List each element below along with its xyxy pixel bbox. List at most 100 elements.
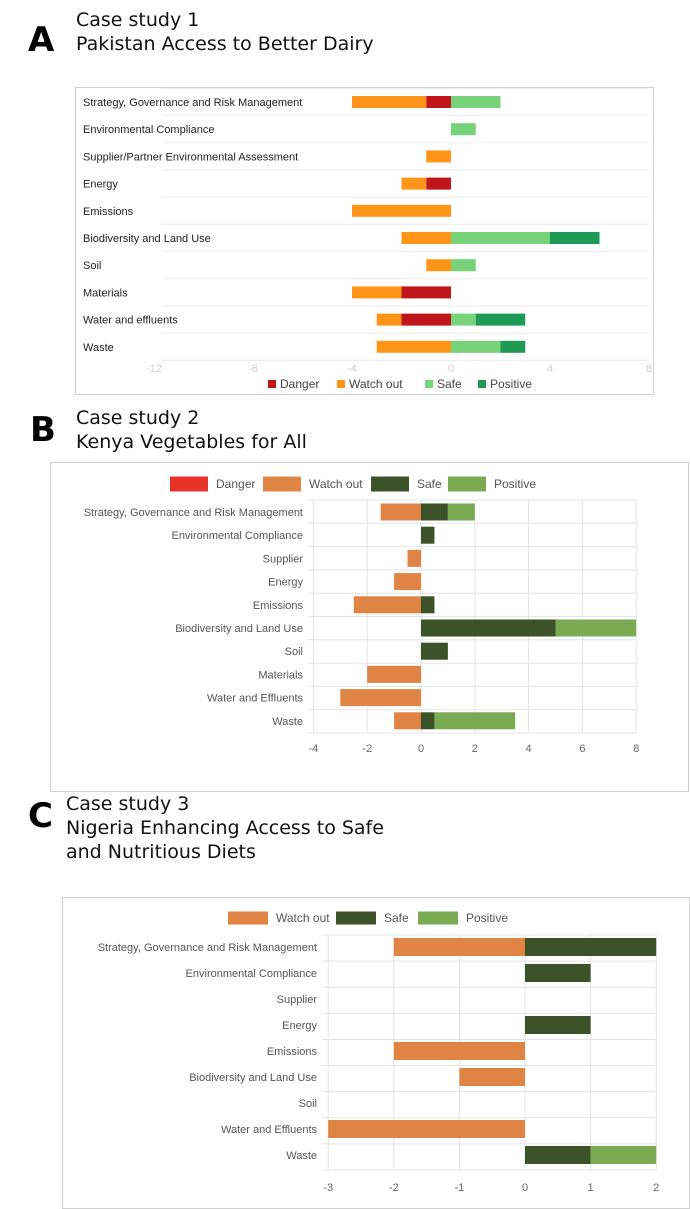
bar-segment-watch-out: [459, 1068, 525, 1086]
x-tick-label: 0: [448, 363, 454, 375]
legend-label: Watch out: [349, 377, 403, 391]
x-tick-label: -2: [389, 1182, 399, 1194]
bar-segment-watch-out: [426, 150, 451, 163]
bar-segment-safe: [451, 232, 550, 244]
x-tick-label: -8: [248, 363, 258, 375]
x-tick-label: -12: [146, 363, 162, 375]
legend-label: Safe: [417, 477, 442, 491]
bar-segment-watch-out: [367, 665, 421, 683]
x-tick-label: -2: [362, 743, 372, 755]
legend-swatch: [337, 380, 345, 388]
category-label: Soil: [83, 260, 101, 272]
legend-swatch: [418, 911, 458, 925]
category-label: Environmental Compliance: [186, 968, 317, 980]
bar-segment-safe: [451, 340, 501, 353]
category-label: Water and Effluents: [207, 693, 303, 705]
bar-segment-watch-out: [393, 1042, 525, 1060]
category-label: Water and effluents: [83, 315, 178, 327]
panel-a-letter: A: [28, 20, 55, 60]
legend-swatch: [371, 476, 409, 492]
bar-segment-safe: [451, 123, 476, 136]
bar-segment-safe: [421, 503, 448, 521]
x-tick-label: 8: [646, 363, 652, 375]
bar-segment-watch-out: [352, 286, 402, 299]
bar-segment-watch-out: [328, 1120, 525, 1138]
bar-segment-safe: [421, 642, 448, 660]
x-tick-label: 8: [633, 743, 639, 755]
category-label: Strategy, Governance and Risk Management: [84, 507, 303, 519]
legend-label: Positive: [490, 377, 532, 391]
bar-segment-watch-out: [401, 177, 427, 190]
category-label: Soil: [299, 1098, 317, 1110]
x-tick-label: 0: [522, 1182, 528, 1194]
legend-label: Watch out: [276, 911, 330, 925]
category-label: Strategy, Governance and Risk Management: [83, 97, 302, 109]
legend-swatch: [448, 476, 486, 492]
category-label: Biodiversity and Land Use: [189, 1072, 317, 1084]
bar-segment-safe: [451, 313, 476, 326]
category-label: Supplier: [277, 994, 318, 1006]
legend-swatch: [478, 380, 486, 388]
bar-segment-safe: [421, 619, 556, 637]
legend-swatch: [336, 911, 376, 925]
category-label: Energy: [282, 1020, 317, 1032]
panel-c-title: Case study 3 Nigeria Enhancing Access to…: [66, 792, 384, 864]
bar-segment-watch-out: [352, 204, 451, 217]
legend-label: Safe: [437, 377, 462, 391]
bar-segment-watch-out: [393, 938, 525, 956]
x-tick-label: -4: [309, 743, 319, 755]
category-label: Waste: [286, 1150, 317, 1162]
bar-segment-positive: [447, 503, 475, 521]
category-label: Materials: [83, 287, 128, 299]
category-label: Emissions: [253, 600, 304, 612]
legend-swatch: [268, 380, 276, 388]
bar-segment-safe: [421, 596, 435, 614]
bar-segment-safe: [421, 526, 435, 544]
x-tick-label: 1: [588, 1182, 594, 1194]
category-label: Soil: [285, 646, 303, 658]
bar-segment-watch-out: [380, 503, 421, 521]
panel-c-title-line1: Case study 3: [66, 793, 190, 815]
bar-segment-watch-out: [352, 96, 427, 108]
bar-segment-safe: [525, 1016, 591, 1034]
legend-swatch: [228, 911, 268, 925]
category-label: Supplier/Partner Environmental Assessmen…: [83, 151, 298, 163]
panel-b-title: Case study 2 Kenya Vegetables for All: [76, 406, 307, 454]
bar-segment-watch-out: [340, 689, 421, 707]
legend-label: Positive: [494, 477, 536, 491]
bar-segment-watch-out: [353, 596, 421, 614]
bar-segment-positive: [500, 340, 526, 353]
bar-segment-danger: [401, 286, 451, 299]
x-tick-label: 4: [547, 363, 553, 375]
category-label: Energy: [83, 179, 118, 191]
bar-segment-positive: [590, 1146, 657, 1164]
category-label: Biodiversity and Land Use: [83, 233, 211, 245]
x-tick-label: 2: [653, 1182, 659, 1194]
panel-c-title-line2: Nigeria Enhancing Access to Safe: [66, 817, 384, 839]
x-tick-label: 6: [579, 743, 585, 755]
legend-swatch: [170, 476, 208, 492]
bar-segment-danger: [426, 96, 451, 108]
bar-segment-watch-out: [376, 313, 402, 326]
category-label: Water and Effluents: [221, 1124, 317, 1136]
bar-segment-safe: [421, 712, 435, 730]
bar-segment-positive: [475, 313, 526, 326]
panel-b-title-line2: Kenya Vegetables for All: [76, 431, 307, 453]
bar-segment-watch-out: [376, 340, 451, 353]
panel-b-letter: B: [30, 410, 56, 450]
category-label: Environmental Compliance: [83, 124, 214, 136]
bar-segment-watch-out: [426, 259, 451, 272]
panel-c-title-line3: and Nutritious Diets: [66, 841, 256, 863]
bar-segment-positive: [555, 619, 637, 637]
legend-swatch: [425, 380, 433, 388]
legend-label: Danger: [216, 477, 255, 491]
legend-swatch: [263, 476, 301, 492]
legend-label: Watch out: [309, 477, 363, 491]
category-label: Environmental Compliance: [172, 530, 303, 542]
category-label: Strategy, Governance and Risk Management: [98, 942, 317, 954]
bar-segment-positive: [434, 712, 516, 730]
bar-segment-positive: [550, 232, 600, 244]
x-tick-label: -1: [455, 1182, 465, 1194]
x-tick-label: 0: [418, 743, 424, 755]
chart-1: -4 -2 0 2 4 6 8 Strategy, Governance and Risk M…: [84, 476, 639, 755]
